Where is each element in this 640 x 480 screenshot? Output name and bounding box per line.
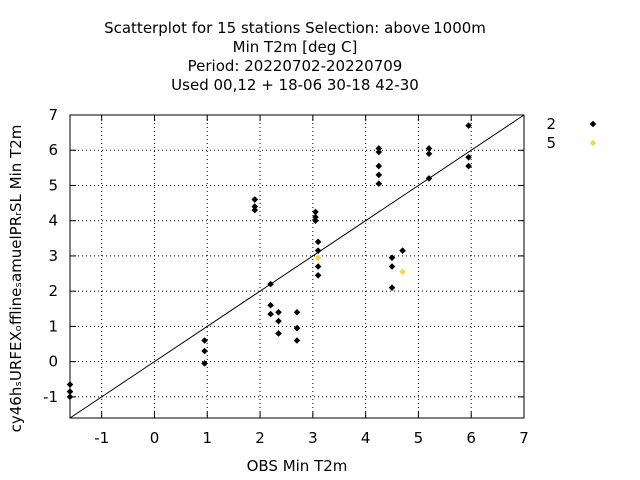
y-axis-label: cy46hₛURFEXₒfflineₛamuelPRᵣSL Min T2m (7, 125, 25, 433)
data-point-series-2 (201, 347, 208, 355)
y-tick-label: 2 (48, 282, 58, 300)
data-point-series-2 (399, 247, 406, 254)
data-point-series-2 (388, 284, 396, 291)
data-point-series-2 (388, 263, 396, 270)
x-tick-label: 5 (414, 429, 424, 447)
legend-marker (589, 139, 597, 147)
y-tick-label: 1 (48, 317, 58, 335)
data-point-series-2 (293, 337, 301, 344)
chart-title: Scatterplot for 15 stations Selection: a… (104, 19, 486, 94)
x-tick-label: 4 (361, 429, 371, 447)
legend-label: 5 (546, 134, 556, 152)
data-point-series-2 (275, 330, 282, 337)
data-point-series-2 (465, 162, 472, 170)
data-point-series-2 (375, 148, 383, 156)
title-line-4: Used 00,12 + 18-06 30-18 42-30 (171, 76, 419, 94)
data-point-series-2 (314, 263, 322, 270)
x-axis-label: OBS Min T2m (247, 457, 348, 475)
plot-area (69, 114, 525, 419)
legend-label: 2 (546, 115, 556, 133)
one-to-one-line (69, 114, 525, 419)
data-point-series-2 (66, 388, 74, 395)
y-tick-label: 3 (48, 247, 58, 265)
data-point-series-2 (314, 272, 322, 279)
data-point-series-2 (66, 393, 74, 401)
data-point-series-2 (275, 317, 282, 325)
title-line-3: Period: 20220702-20220709 (188, 57, 403, 75)
data-point-series-2 (251, 206, 259, 214)
x-tick-label: 7 (519, 429, 529, 447)
title-line-1: Scatterplot for 15 stations Selection: a… (104, 19, 486, 37)
x-tick-label: 3 (308, 429, 318, 447)
data-point-series-2 (465, 122, 472, 129)
legend-marker (589, 120, 597, 128)
data-point-series-2 (312, 208, 319, 216)
data-point-series-2 (312, 213, 319, 221)
data-point-series-2 (251, 203, 259, 210)
data-point-series-2 (425, 145, 433, 152)
data-point-series-5 (399, 268, 406, 276)
data-point-series-2 (201, 360, 208, 367)
data-point-series-2 (375, 171, 383, 179)
data-point-series-2 (293, 324, 301, 332)
x-tick-label: 1 (202, 429, 212, 447)
x-tick-label: 0 (150, 429, 160, 447)
data-point-series-2 (314, 238, 322, 246)
y-tick-label: -1 (43, 388, 58, 406)
data-point-series-2 (465, 153, 472, 161)
legend: 25 (546, 115, 597, 152)
data-point-series-2 (293, 309, 301, 316)
y-tick-label: 0 (48, 353, 58, 371)
y-tick-label: 4 (48, 212, 58, 230)
data-point-series-2 (312, 217, 319, 224)
data-points (66, 122, 472, 401)
data-point-series-2 (267, 301, 274, 309)
data-point-series-2 (388, 254, 396, 261)
data-point-series-2 (201, 337, 208, 344)
y-tick-label: 6 (48, 141, 58, 159)
x-tick-label: -1 (94, 429, 109, 447)
data-point-series-2 (314, 247, 322, 254)
grid (70, 115, 524, 418)
x-tick-label: 2 (255, 429, 265, 447)
diagonal-line (69, 114, 525, 419)
data-point-series-2 (425, 175, 433, 182)
data-point-series-2 (267, 280, 274, 288)
data-point-series-2 (275, 309, 282, 316)
data-point-series-2 (66, 381, 74, 388)
data-point-series-2 (375, 162, 383, 170)
data-point-series-2 (425, 150, 433, 158)
axis-ticks: -1 0 1 2 3 4 5 6 7 -1 0 1 2 3 4 5 6 7 (43, 106, 529, 447)
y-tick-label: 5 (48, 176, 58, 194)
data-point-series-2 (375, 180, 383, 188)
data-point-series-2 (375, 145, 383, 152)
y-tick-label: 7 (48, 106, 58, 124)
title-line-2: Min T2m [deg C] (233, 38, 358, 56)
data-point-series-2 (267, 310, 274, 318)
data-point-series-5 (314, 254, 322, 261)
data-point-series-2 (251, 196, 259, 203)
x-tick-label: 6 (466, 429, 476, 447)
